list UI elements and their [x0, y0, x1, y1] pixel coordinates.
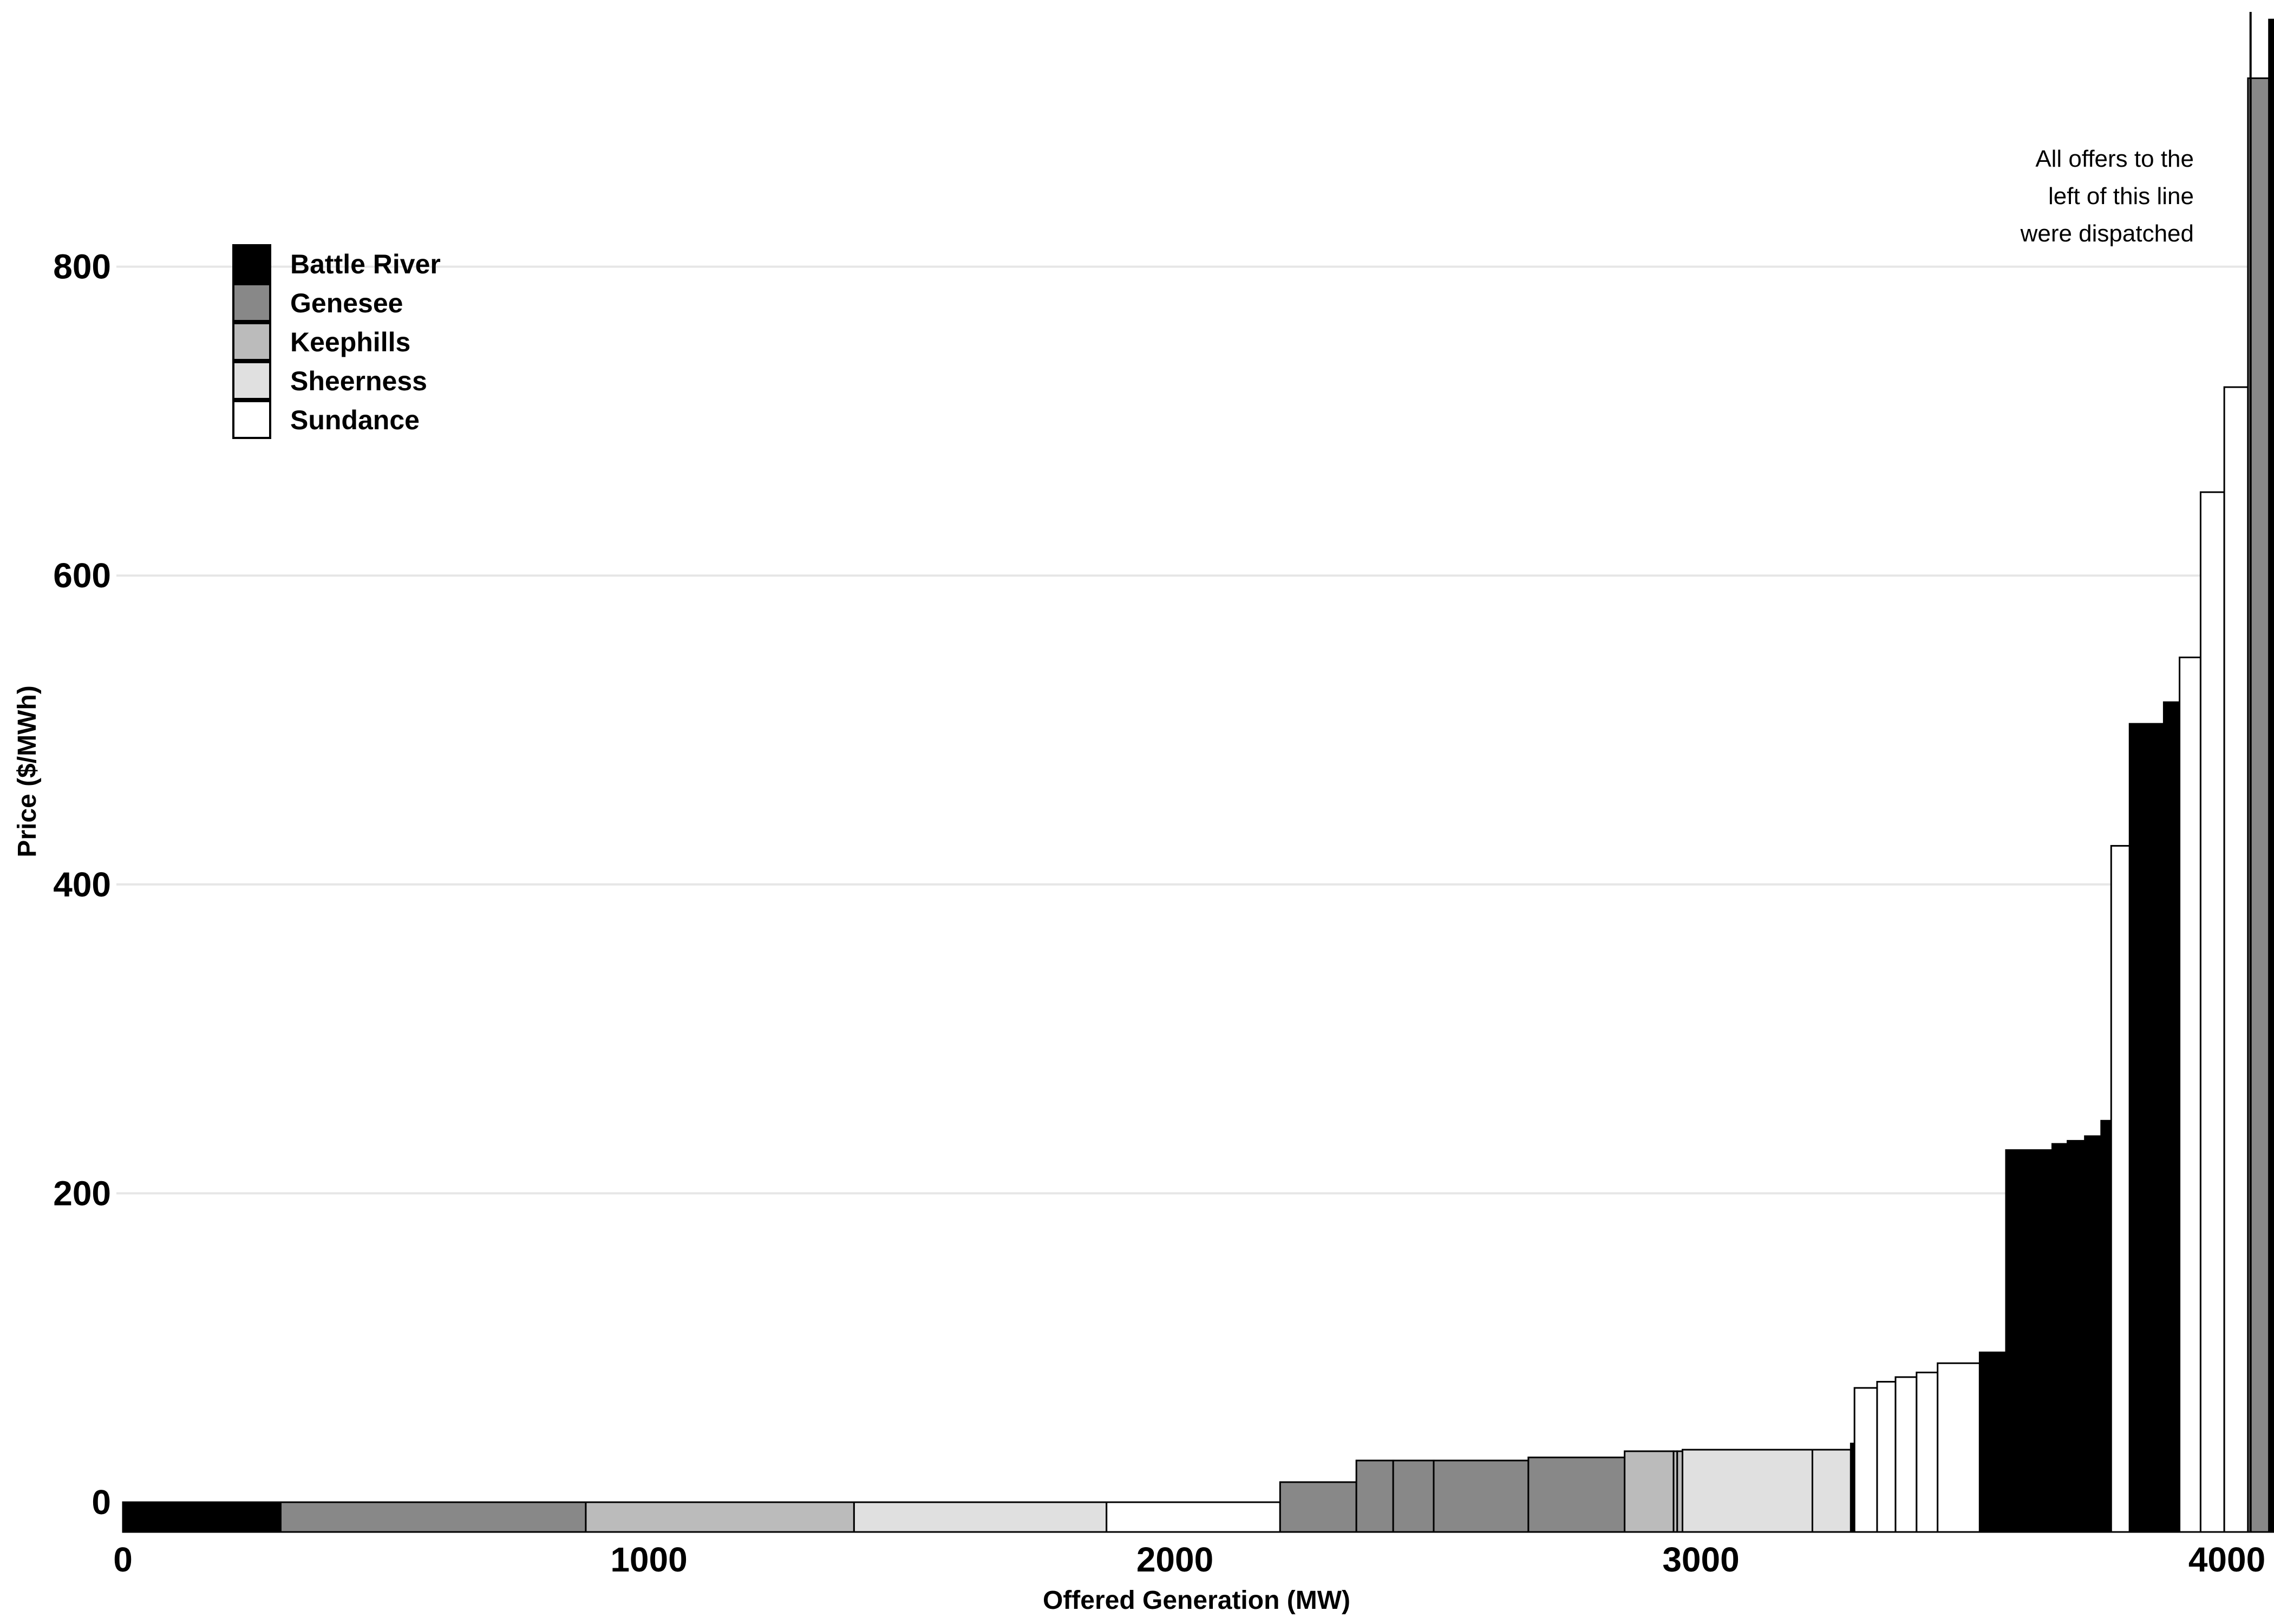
y-tick-label: 400: [53, 865, 111, 904]
y-tick-label: 0: [92, 1483, 111, 1522]
dispatch-annotation: All offers to the left of this line were…: [2020, 146, 2194, 247]
y-tick-label: 200: [53, 1174, 111, 1213]
offer-bar: [2100, 1119, 2112, 1533]
legend: Battle River Genesee Keephills Sheerness Sun…: [232, 244, 441, 439]
offer-bar: [585, 1501, 855, 1533]
offer-bar: [2067, 1140, 2086, 1533]
offer-bar: [1392, 1459, 1435, 1533]
y-axis-tick-labels: 0 200 400 600 800: [53, 247, 111, 1522]
annotation-line-1: All offers to the: [2035, 146, 2194, 172]
legend-swatch: [232, 244, 271, 283]
x-tick-label: 2000: [1136, 1540, 1213, 1579]
offer-bar: [2162, 701, 2181, 1533]
x-tick-label: 1000: [610, 1540, 687, 1579]
annotation-line-3: were dispatched: [2020, 220, 2194, 247]
offer-bar: [1433, 1459, 1530, 1533]
legend-label: Sheerness: [290, 366, 427, 396]
annotation-line-2: left of this line: [2048, 183, 2194, 209]
offer-bar: [853, 1501, 1108, 1533]
offer-bar: [2051, 1143, 2069, 1533]
offer-bar: [1624, 1450, 1675, 1533]
offer-bar: [1876, 1380, 1897, 1533]
y-tick-label: 800: [53, 247, 111, 286]
legend-swatch: [232, 361, 271, 400]
offer-bar: [1355, 1459, 1394, 1533]
offer-bar: [1916, 1371, 1939, 1533]
offer-bar: [1853, 1387, 1878, 1533]
offer-bar: [2128, 723, 2165, 1533]
offer-bar: [1106, 1501, 1281, 1533]
offer-bar: [2268, 18, 2274, 1533]
legend-swatch: [232, 322, 271, 361]
x-tick-label: 3000: [1662, 1540, 1739, 1579]
x-axis-tick-labels: 0 1000 2000 3000 4000: [113, 1540, 2265, 1579]
y-tick-label: 600: [53, 556, 111, 595]
offer-bar: [1978, 1351, 2007, 1533]
offer-bar: [1937, 1362, 1981, 1533]
legend-swatch: [232, 400, 271, 439]
offer-bar: [2199, 491, 2225, 1533]
offer-bar: [2110, 844, 2131, 1533]
gridlines: [116, 265, 2271, 1195]
offer-bar: [2223, 386, 2249, 1533]
offer-bar: [2084, 1135, 2102, 1533]
legend-swatch: [232, 283, 271, 322]
offer-bar: [1811, 1449, 1852, 1533]
offer-bar: [2179, 656, 2201, 1533]
offer-bar: [1279, 1481, 1357, 1533]
offer-bar: [122, 1501, 282, 1533]
x-tick-label: 0: [113, 1540, 133, 1579]
legend-label: Battle River: [290, 249, 441, 279]
offer-bar: [1681, 1449, 1813, 1533]
offer-bar: [2005, 1149, 2053, 1533]
legend-label: Genesee: [290, 288, 403, 318]
offer-bar: [1527, 1456, 1626, 1533]
offer-bar: [1894, 1376, 1918, 1533]
offer-bar: [279, 1501, 587, 1533]
legend-label: Keephills: [290, 327, 410, 357]
legend-label: Sundance: [290, 405, 420, 435]
x-axis-title: Offered Generation (MW): [1043, 1586, 1350, 1615]
x-tick-label: 4000: [2188, 1540, 2265, 1579]
y-axis-title: Price ($/MWh): [13, 685, 42, 857]
